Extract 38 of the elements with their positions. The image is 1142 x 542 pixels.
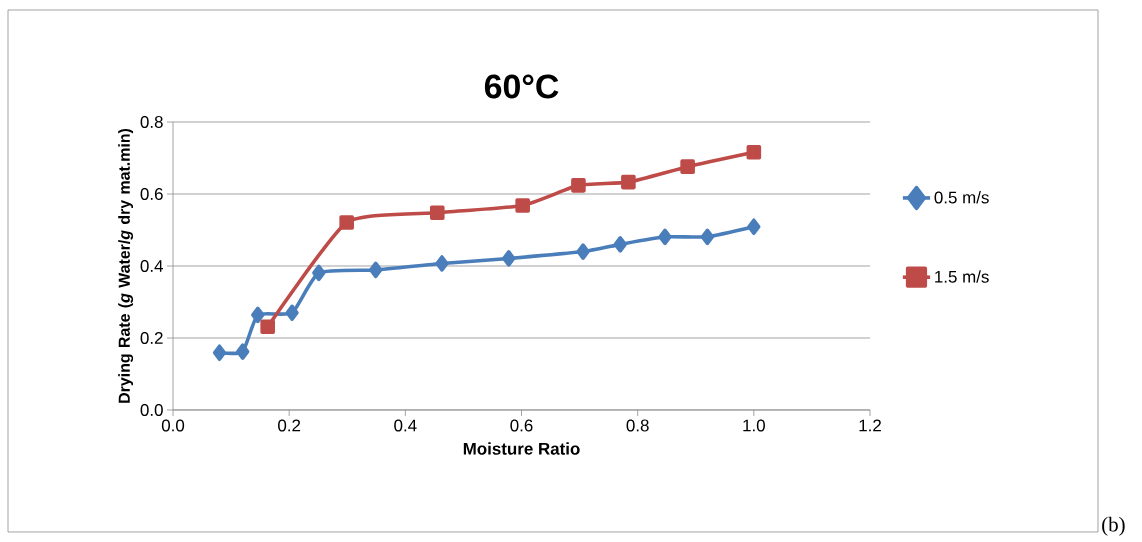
y-tick-label: 0.6 [140,187,163,200]
legend-label: 1.5 m/s [935,270,989,283]
point [502,250,516,267]
point [260,319,275,335]
point [435,255,449,272]
x-tick-label: 0.8 [626,419,649,432]
text: (b) [1102,516,1125,536]
point [680,159,695,174]
point [576,243,590,260]
point [339,215,354,230]
point [212,344,227,362]
point [515,198,530,213]
point [312,264,326,282]
point [621,174,636,190]
point [369,261,383,279]
y-tick-label: 0.0 [140,403,163,416]
legend-label: 0.5 m/s [934,191,989,204]
x-tick-label: 0.2 [278,419,301,432]
y-tick-label: 0.2 [140,331,163,344]
point [746,144,762,160]
point [658,228,672,246]
point [613,236,627,253]
point [700,228,715,246]
point [571,178,586,193]
x-axis-title: Moisture Ratio [463,442,580,455]
chart-title: 60°C [484,74,559,99]
x-tick-label: 1.0 [743,419,765,432]
x-tick-label: 0.4 [394,419,417,432]
point [429,205,445,221]
point [251,306,265,324]
x-tick-label: 0.0 [161,419,185,432]
point [747,218,761,236]
x-tick-label: 1.2 [859,419,881,432]
point [236,343,250,360]
y-tick-label: 0.8 [140,115,163,128]
y-tick-label: 0.4 [140,259,163,272]
x-tick-label: 0.6 [510,419,533,432]
point [285,304,299,322]
